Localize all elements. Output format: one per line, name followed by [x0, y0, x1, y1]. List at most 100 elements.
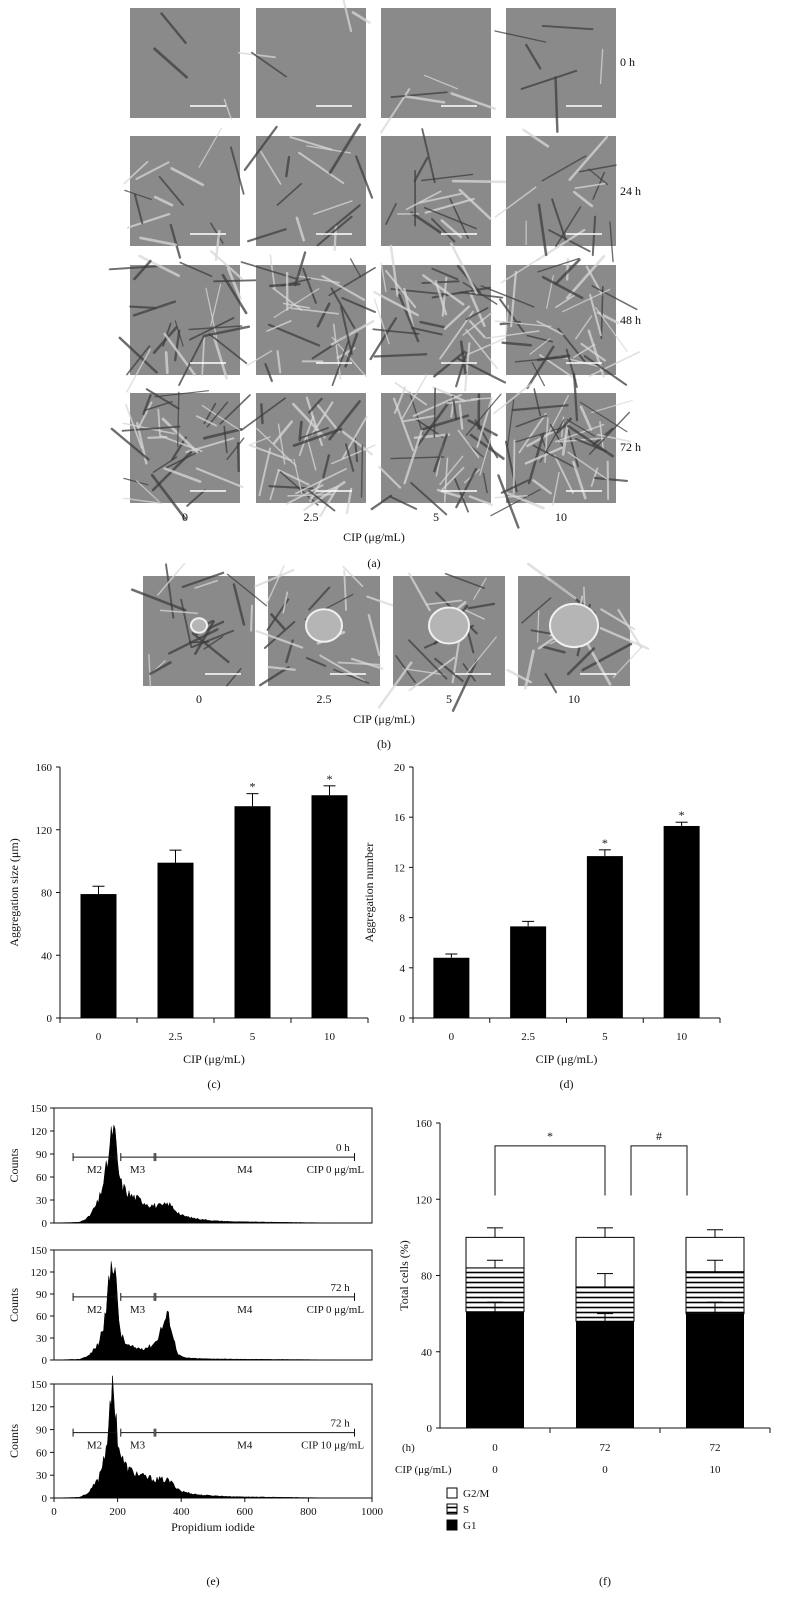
cell-stroke — [592, 171, 605, 200]
hours-label: 0 — [492, 1442, 498, 1454]
cell-stroke — [139, 236, 178, 247]
cell-stroke — [377, 661, 413, 709]
y-tick-label: 40 — [41, 950, 53, 962]
cell-stroke — [390, 91, 448, 98]
y-tick-label: 160 — [416, 1118, 433, 1130]
cell-stroke — [591, 399, 633, 414]
cell-stroke — [145, 388, 180, 410]
cell-stroke — [194, 620, 215, 655]
cell-stroke — [455, 351, 468, 388]
cell-stroke — [240, 397, 286, 431]
cell-stroke — [191, 629, 235, 648]
panel-a-time-label-0: 0 h — [620, 55, 635, 69]
cell-stroke — [171, 436, 187, 461]
cell-stroke — [269, 469, 280, 501]
cell-stroke — [219, 394, 251, 425]
cell-stroke — [521, 597, 552, 624]
cell-stroke — [194, 579, 219, 589]
panel-a-conc-label-2: 5 — [433, 510, 439, 524]
cell-stroke — [226, 437, 245, 461]
y-tick-label: 120 — [36, 825, 53, 837]
cell-stroke — [213, 279, 265, 283]
cell-stroke — [557, 437, 607, 443]
panel-caption: (f) — [599, 1574, 611, 1588]
x-tick-label: 800 — [300, 1506, 317, 1518]
cell-stroke — [463, 336, 508, 357]
cell-stroke — [345, 487, 353, 515]
y-tick-label: 12 — [394, 862, 405, 874]
micrograph-2-2 — [369, 242, 508, 392]
cell-stroke — [173, 329, 181, 362]
cell-stroke — [282, 591, 289, 614]
cell-stroke — [355, 155, 374, 199]
cell-stroke — [465, 393, 502, 436]
cell-stroke — [600, 286, 604, 340]
cell-stroke — [157, 408, 161, 436]
y-tick-label: 8 — [400, 913, 406, 925]
cell-stroke — [451, 179, 511, 184]
cell-stroke — [520, 69, 578, 90]
gate-label: M4 — [237, 1440, 253, 1452]
x-tick-label: 2.5 — [169, 1031, 183, 1043]
x-tick-label: 200 — [109, 1506, 126, 1518]
x-tick-label: 10 — [676, 1031, 688, 1043]
cell-stroke — [321, 275, 366, 301]
bar-chart-d: 0 4 8 12 16 20 0 2.5 * 5 * 10 CIP (μg/mL) Aggregation… — [362, 762, 721, 1091]
cell-stroke — [542, 645, 566, 654]
cell-stroke — [210, 222, 224, 244]
cell-stroke — [276, 350, 282, 374]
cell-stroke — [402, 667, 445, 676]
panel-b-caption: (b) — [377, 737, 391, 751]
cell-stroke — [330, 320, 375, 346]
micrograph-1-2 — [381, 128, 511, 246]
micrograph-3-2 — [370, 374, 505, 516]
x-tick-label: 5 — [602, 1031, 608, 1043]
bar-2.5 — [510, 926, 547, 1018]
cell-stroke — [373, 298, 390, 345]
cell-stroke — [390, 456, 445, 460]
cell-stroke — [537, 203, 548, 257]
cell-stroke — [555, 294, 576, 309]
y-axis-label: Total cells (%) — [397, 1240, 411, 1310]
gate-label: M4 — [237, 1304, 253, 1316]
cell-stroke — [500, 258, 539, 284]
time-label: 72 h — [330, 1418, 350, 1430]
cell-stroke — [542, 275, 584, 300]
y-tick-label: 80 — [41, 888, 53, 900]
y-tick-label: 90 — [36, 1149, 48, 1161]
cell-stroke — [410, 211, 442, 234]
cell-stroke — [337, 661, 381, 666]
cell-stroke — [575, 315, 593, 340]
panel-a-conc-label-0: 0 — [182, 510, 188, 524]
bar-segment-g1 — [576, 1321, 634, 1428]
cell-stroke — [298, 420, 303, 442]
cell-stroke — [480, 285, 535, 308]
cell-stroke — [351, 11, 371, 25]
x-tick-label: 0 — [51, 1506, 57, 1518]
cell-stroke — [351, 657, 384, 670]
cell-stroke — [319, 487, 339, 517]
cell-stroke — [157, 562, 186, 596]
cell-stroke — [578, 164, 617, 173]
cell-stroke — [123, 497, 162, 505]
cell-stroke — [561, 288, 611, 313]
cell-stroke — [110, 427, 150, 461]
cell-stroke — [596, 433, 632, 443]
cell-stroke — [249, 444, 293, 462]
significance-bracket — [630, 1145, 688, 1196]
cell-aggregate — [428, 606, 470, 645]
cell-stroke — [389, 244, 399, 297]
bar-5 — [234, 806, 271, 1018]
cell-stroke — [588, 351, 641, 377]
cell-stroke — [153, 195, 174, 207]
cell-stroke — [434, 657, 464, 683]
cell-stroke — [210, 250, 243, 280]
cell-stroke — [367, 614, 381, 657]
panel-a-conc-label-1: 2.5 — [303, 510, 319, 524]
cell-stroke — [263, 620, 296, 650]
cell-stroke — [319, 654, 366, 682]
x-tick-label: 0 — [96, 1031, 102, 1043]
cell-stroke — [255, 629, 304, 649]
cell-aggregate — [190, 617, 208, 634]
cell-stroke — [589, 293, 602, 336]
